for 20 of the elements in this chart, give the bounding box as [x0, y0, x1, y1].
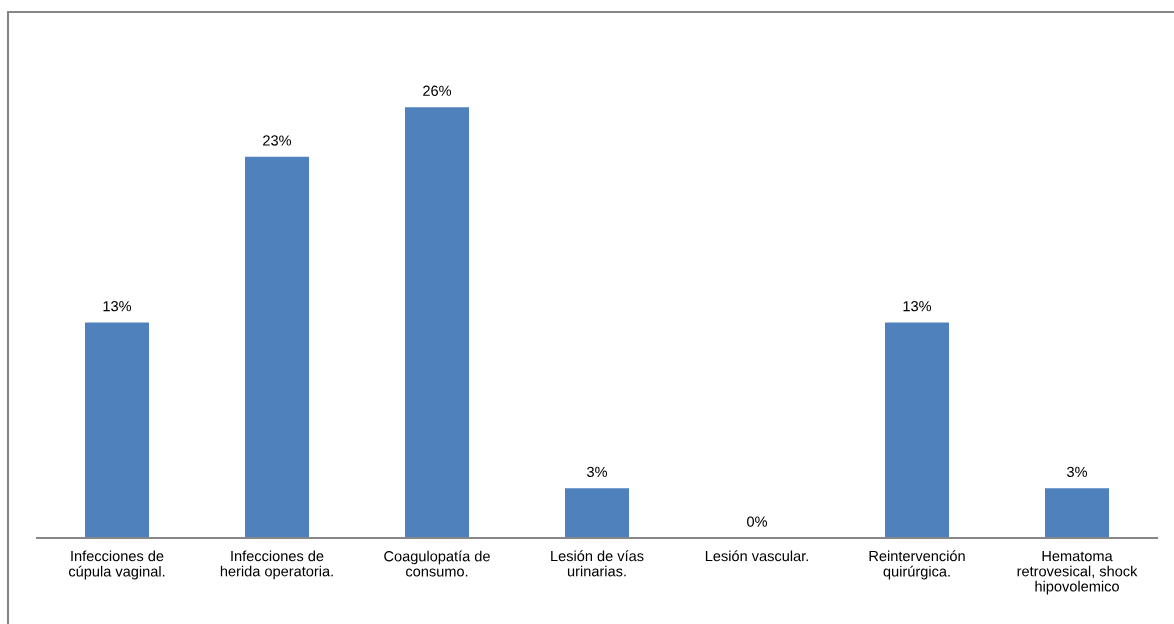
bar: [1045, 488, 1109, 538]
bar: [245, 156, 309, 538]
data-label: 13%: [103, 301, 132, 312]
data-label: 0%: [747, 516, 768, 527]
x-tick-label: Lesión vascular.: [705, 550, 808, 562]
x-tick-label: Coagulopatía de consumo.: [384, 550, 490, 577]
bar: [565, 488, 629, 538]
x-tick-label: Reintervención quirúrgica.: [869, 550, 965, 580]
data-label: 3%: [587, 466, 608, 478]
x-tick-label: Infecciones de herida operatoria.: [220, 550, 333, 580]
data-label: 13%: [903, 301, 932, 312]
bar: [405, 107, 469, 538]
data-label: 3%: [1067, 466, 1088, 478]
data-label: 26%: [423, 85, 452, 96]
data-label: 23%: [263, 135, 292, 146]
x-tick-label: Lesión de vías urinarias.: [551, 550, 644, 577]
x-tick-label: Infecciones de cúpula vaginal.: [68, 550, 165, 580]
bar: [85, 322, 149, 538]
x-tick-label: Hematoma retrovesical, shock hipovolemico: [1017, 551, 1138, 595]
bar: [885, 322, 949, 538]
